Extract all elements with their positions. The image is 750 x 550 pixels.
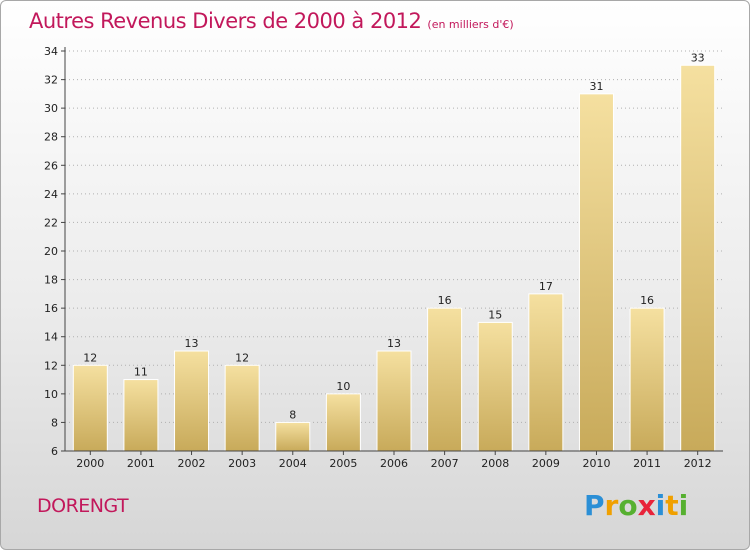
y-tick-label: 32: [44, 74, 58, 87]
x-tick-label: 2009: [532, 457, 560, 470]
x-tick-label: 2000: [76, 457, 104, 470]
data-label: 13: [185, 337, 199, 350]
x-tick-label: 2003: [228, 457, 256, 470]
bar: [680, 64, 716, 452]
logo-letter: P: [584, 489, 605, 522]
chart-title-text: Autres Revenus Divers de 2000 à 2012: [29, 9, 422, 33]
logo-letter: i: [655, 489, 666, 522]
x-tick-label: 2004: [279, 457, 307, 470]
logo-letter: x: [637, 489, 656, 522]
y-tick-label: 6: [51, 445, 58, 458]
data-label: 8: [289, 408, 296, 421]
x-tick-label: 2010: [582, 457, 610, 470]
data-label: 12: [83, 351, 97, 364]
axes: 6 8 10 12 14 16 18 20 22 24 26 28 30 32 34: [44, 45, 723, 458]
y-tick-label: 8: [51, 416, 58, 429]
data-label: 33: [691, 51, 705, 64]
y-tick-label: 18: [44, 274, 58, 287]
y-tick-label: 30: [44, 102, 58, 115]
y-tick-label: 26: [44, 159, 58, 172]
bar: [477, 321, 513, 452]
y-tick-label: 12: [44, 359, 58, 372]
data-label: 17: [539, 280, 553, 293]
bar: [224, 364, 260, 452]
x-tick-label: 2002: [178, 457, 206, 470]
bar: [427, 307, 463, 452]
bar: [174, 350, 210, 452]
bar: [325, 393, 361, 452]
logo-letter: r: [604, 489, 619, 522]
x-tick-label: 2012: [684, 457, 712, 470]
bar: [528, 293, 564, 452]
bar: [72, 364, 108, 452]
y-tick-label: 10: [44, 388, 58, 401]
data-label: 31: [589, 80, 603, 93]
y-tick-label: 20: [44, 245, 58, 258]
x-tick-label: 2007: [431, 457, 459, 470]
data-label: 16: [438, 294, 452, 307]
bar: [123, 379, 159, 452]
x-tick-label: 2008: [481, 457, 509, 470]
data-label: 10: [336, 380, 350, 393]
logo-letter: t: [665, 489, 679, 522]
data-label: 11: [134, 366, 148, 379]
y-tick-label: 34: [44, 45, 58, 58]
x-tick-label: 2006: [380, 457, 408, 470]
x-tick-label: 2011: [633, 457, 661, 470]
chart-subtitle: (en milliers d'€): [427, 18, 514, 31]
bar: [376, 350, 412, 452]
data-label: 15: [488, 308, 502, 321]
data-label: 13: [387, 337, 401, 350]
labels: 2000 12 2001 11 2002 13 2003 12 2004 8 2005 10 2006 1…: [76, 51, 711, 470]
x-tick-label: 2005: [329, 457, 357, 470]
x-tick-label: 2001: [127, 457, 155, 470]
y-tick-label: 28: [44, 131, 58, 144]
bars: [72, 64, 716, 452]
chart-title: Autres Revenus Divers de 2000 à 2012 (en …: [29, 9, 514, 33]
bar: [578, 93, 614, 452]
y-tick-label: 14: [44, 331, 58, 344]
commune-name: DORENGT: [37, 495, 129, 517]
logo-letter: o: [618, 489, 638, 522]
proxiti-logo: Proxiti: [584, 489, 688, 522]
y-tick-label: 24: [44, 188, 58, 201]
bar: [629, 307, 665, 452]
bar: [275, 421, 311, 452]
y-tick-label: 22: [44, 216, 58, 229]
data-label: 16: [640, 294, 654, 307]
data-label: 12: [235, 351, 249, 364]
y-tick-label: 16: [44, 302, 58, 315]
logo-letter: i: [678, 489, 689, 522]
